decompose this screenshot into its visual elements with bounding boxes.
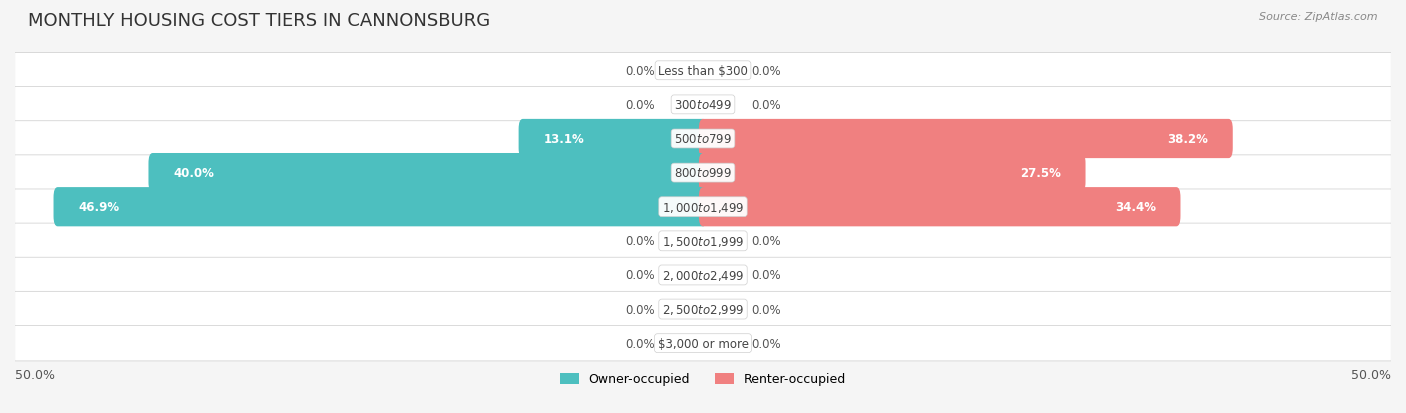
FancyBboxPatch shape — [53, 188, 707, 227]
Text: 0.0%: 0.0% — [751, 337, 780, 350]
Text: 38.2%: 38.2% — [1167, 133, 1208, 146]
Text: 34.4%: 34.4% — [1115, 201, 1156, 214]
Text: 27.5%: 27.5% — [1019, 167, 1060, 180]
Text: Less than $300: Less than $300 — [658, 64, 748, 78]
FancyBboxPatch shape — [14, 88, 1392, 123]
Text: MONTHLY HOUSING COST TIERS IN CANNONSBURG: MONTHLY HOUSING COST TIERS IN CANNONSBUR… — [28, 12, 491, 30]
Text: 13.1%: 13.1% — [543, 133, 583, 146]
FancyBboxPatch shape — [14, 121, 1392, 157]
Text: 0.0%: 0.0% — [751, 99, 780, 112]
Text: 0.0%: 0.0% — [751, 269, 780, 282]
Text: $1,500 to $1,999: $1,500 to $1,999 — [662, 234, 744, 248]
FancyBboxPatch shape — [14, 156, 1392, 191]
Text: 40.0%: 40.0% — [173, 167, 214, 180]
Text: 0.0%: 0.0% — [626, 235, 655, 248]
FancyBboxPatch shape — [14, 223, 1392, 259]
FancyBboxPatch shape — [14, 258, 1392, 293]
FancyBboxPatch shape — [699, 120, 1233, 159]
Text: 50.0%: 50.0% — [1351, 368, 1391, 381]
Legend: Owner-occupied, Renter-occupied: Owner-occupied, Renter-occupied — [555, 368, 851, 390]
Text: 0.0%: 0.0% — [626, 269, 655, 282]
Text: 0.0%: 0.0% — [751, 303, 780, 316]
FancyBboxPatch shape — [14, 325, 1392, 361]
Text: Source: ZipAtlas.com: Source: ZipAtlas.com — [1260, 12, 1378, 22]
FancyBboxPatch shape — [699, 188, 1181, 227]
Text: 0.0%: 0.0% — [751, 64, 780, 78]
Text: $1,000 to $1,499: $1,000 to $1,499 — [662, 200, 744, 214]
FancyBboxPatch shape — [14, 190, 1392, 225]
Text: $300 to $499: $300 to $499 — [673, 99, 733, 112]
Text: 50.0%: 50.0% — [15, 368, 55, 381]
FancyBboxPatch shape — [519, 120, 707, 159]
Text: 0.0%: 0.0% — [751, 235, 780, 248]
Text: $3,000 or more: $3,000 or more — [658, 337, 748, 350]
Text: 0.0%: 0.0% — [626, 64, 655, 78]
Text: 46.9%: 46.9% — [79, 201, 120, 214]
Text: $2,500 to $2,999: $2,500 to $2,999 — [662, 302, 744, 316]
FancyBboxPatch shape — [699, 154, 1085, 193]
FancyBboxPatch shape — [149, 154, 707, 193]
FancyBboxPatch shape — [14, 53, 1392, 89]
Text: 0.0%: 0.0% — [626, 337, 655, 350]
Text: $2,000 to $2,499: $2,000 to $2,499 — [662, 268, 744, 282]
FancyBboxPatch shape — [14, 292, 1392, 327]
Text: $800 to $999: $800 to $999 — [673, 167, 733, 180]
Text: $500 to $799: $500 to $799 — [673, 133, 733, 146]
Text: 0.0%: 0.0% — [626, 99, 655, 112]
Text: 0.0%: 0.0% — [626, 303, 655, 316]
